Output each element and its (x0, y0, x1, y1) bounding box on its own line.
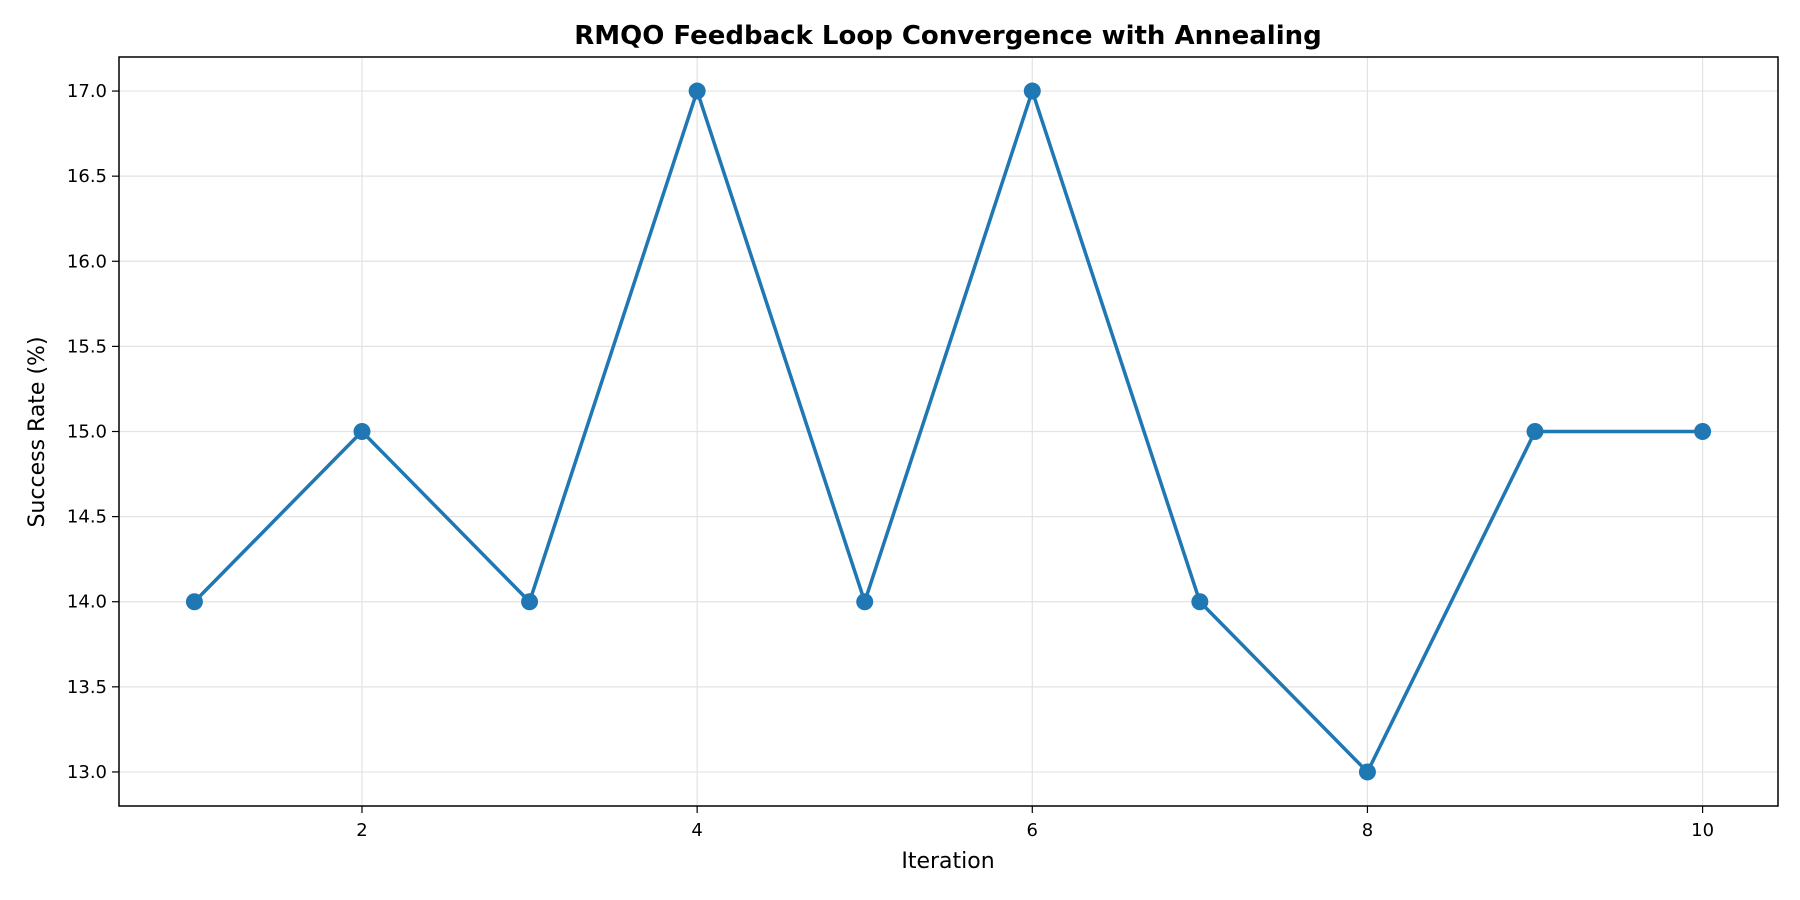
data-point (1694, 423, 1712, 440)
data-point (1526, 423, 1544, 440)
y-axis-label: Success Rate (%) (25, 336, 50, 527)
y-tick-label: 15.5 (67, 336, 107, 357)
x-tick-label: 2 (356, 820, 367, 841)
grid-lines (119, 57, 1778, 806)
axis-ticks: 2 4 6 8 10 13.0 13.5 14.0 14.5 15.0 15.5 16.0 16.5 17… (67, 81, 1714, 841)
data-point (1358, 763, 1376, 781)
y-tick-label: 15.0 (67, 422, 107, 443)
y-tick-label: 14.0 (67, 592, 107, 613)
y-tick-label: 17.0 (67, 81, 107, 102)
x-tick-label: 10 (1691, 820, 1714, 841)
series-layer (185, 82, 1712, 781)
data-point (521, 593, 539, 611)
chart-title: RMQO Feedback Loop Convergence with Anne… (574, 21, 1322, 51)
x-tick-label: 4 (691, 820, 702, 841)
data-point (688, 82, 706, 100)
x-axis-label: Iteration (901, 849, 994, 874)
y-tick-label: 14.5 (67, 507, 107, 528)
y-tick-label: 13.5 (67, 677, 107, 698)
data-point (1191, 593, 1209, 611)
data-point (185, 593, 203, 611)
x-tick-label: 8 (1362, 820, 1373, 841)
data-point (856, 593, 874, 611)
y-tick-label: 13.0 (67, 762, 107, 783)
data-point (353, 423, 371, 440)
y-tick-label: 16.5 (67, 166, 107, 187)
data-point (1023, 82, 1041, 100)
x-tick-label: 6 (1027, 820, 1038, 841)
series-line (192, 89, 1705, 774)
y-tick-label: 16.0 (67, 251, 107, 272)
